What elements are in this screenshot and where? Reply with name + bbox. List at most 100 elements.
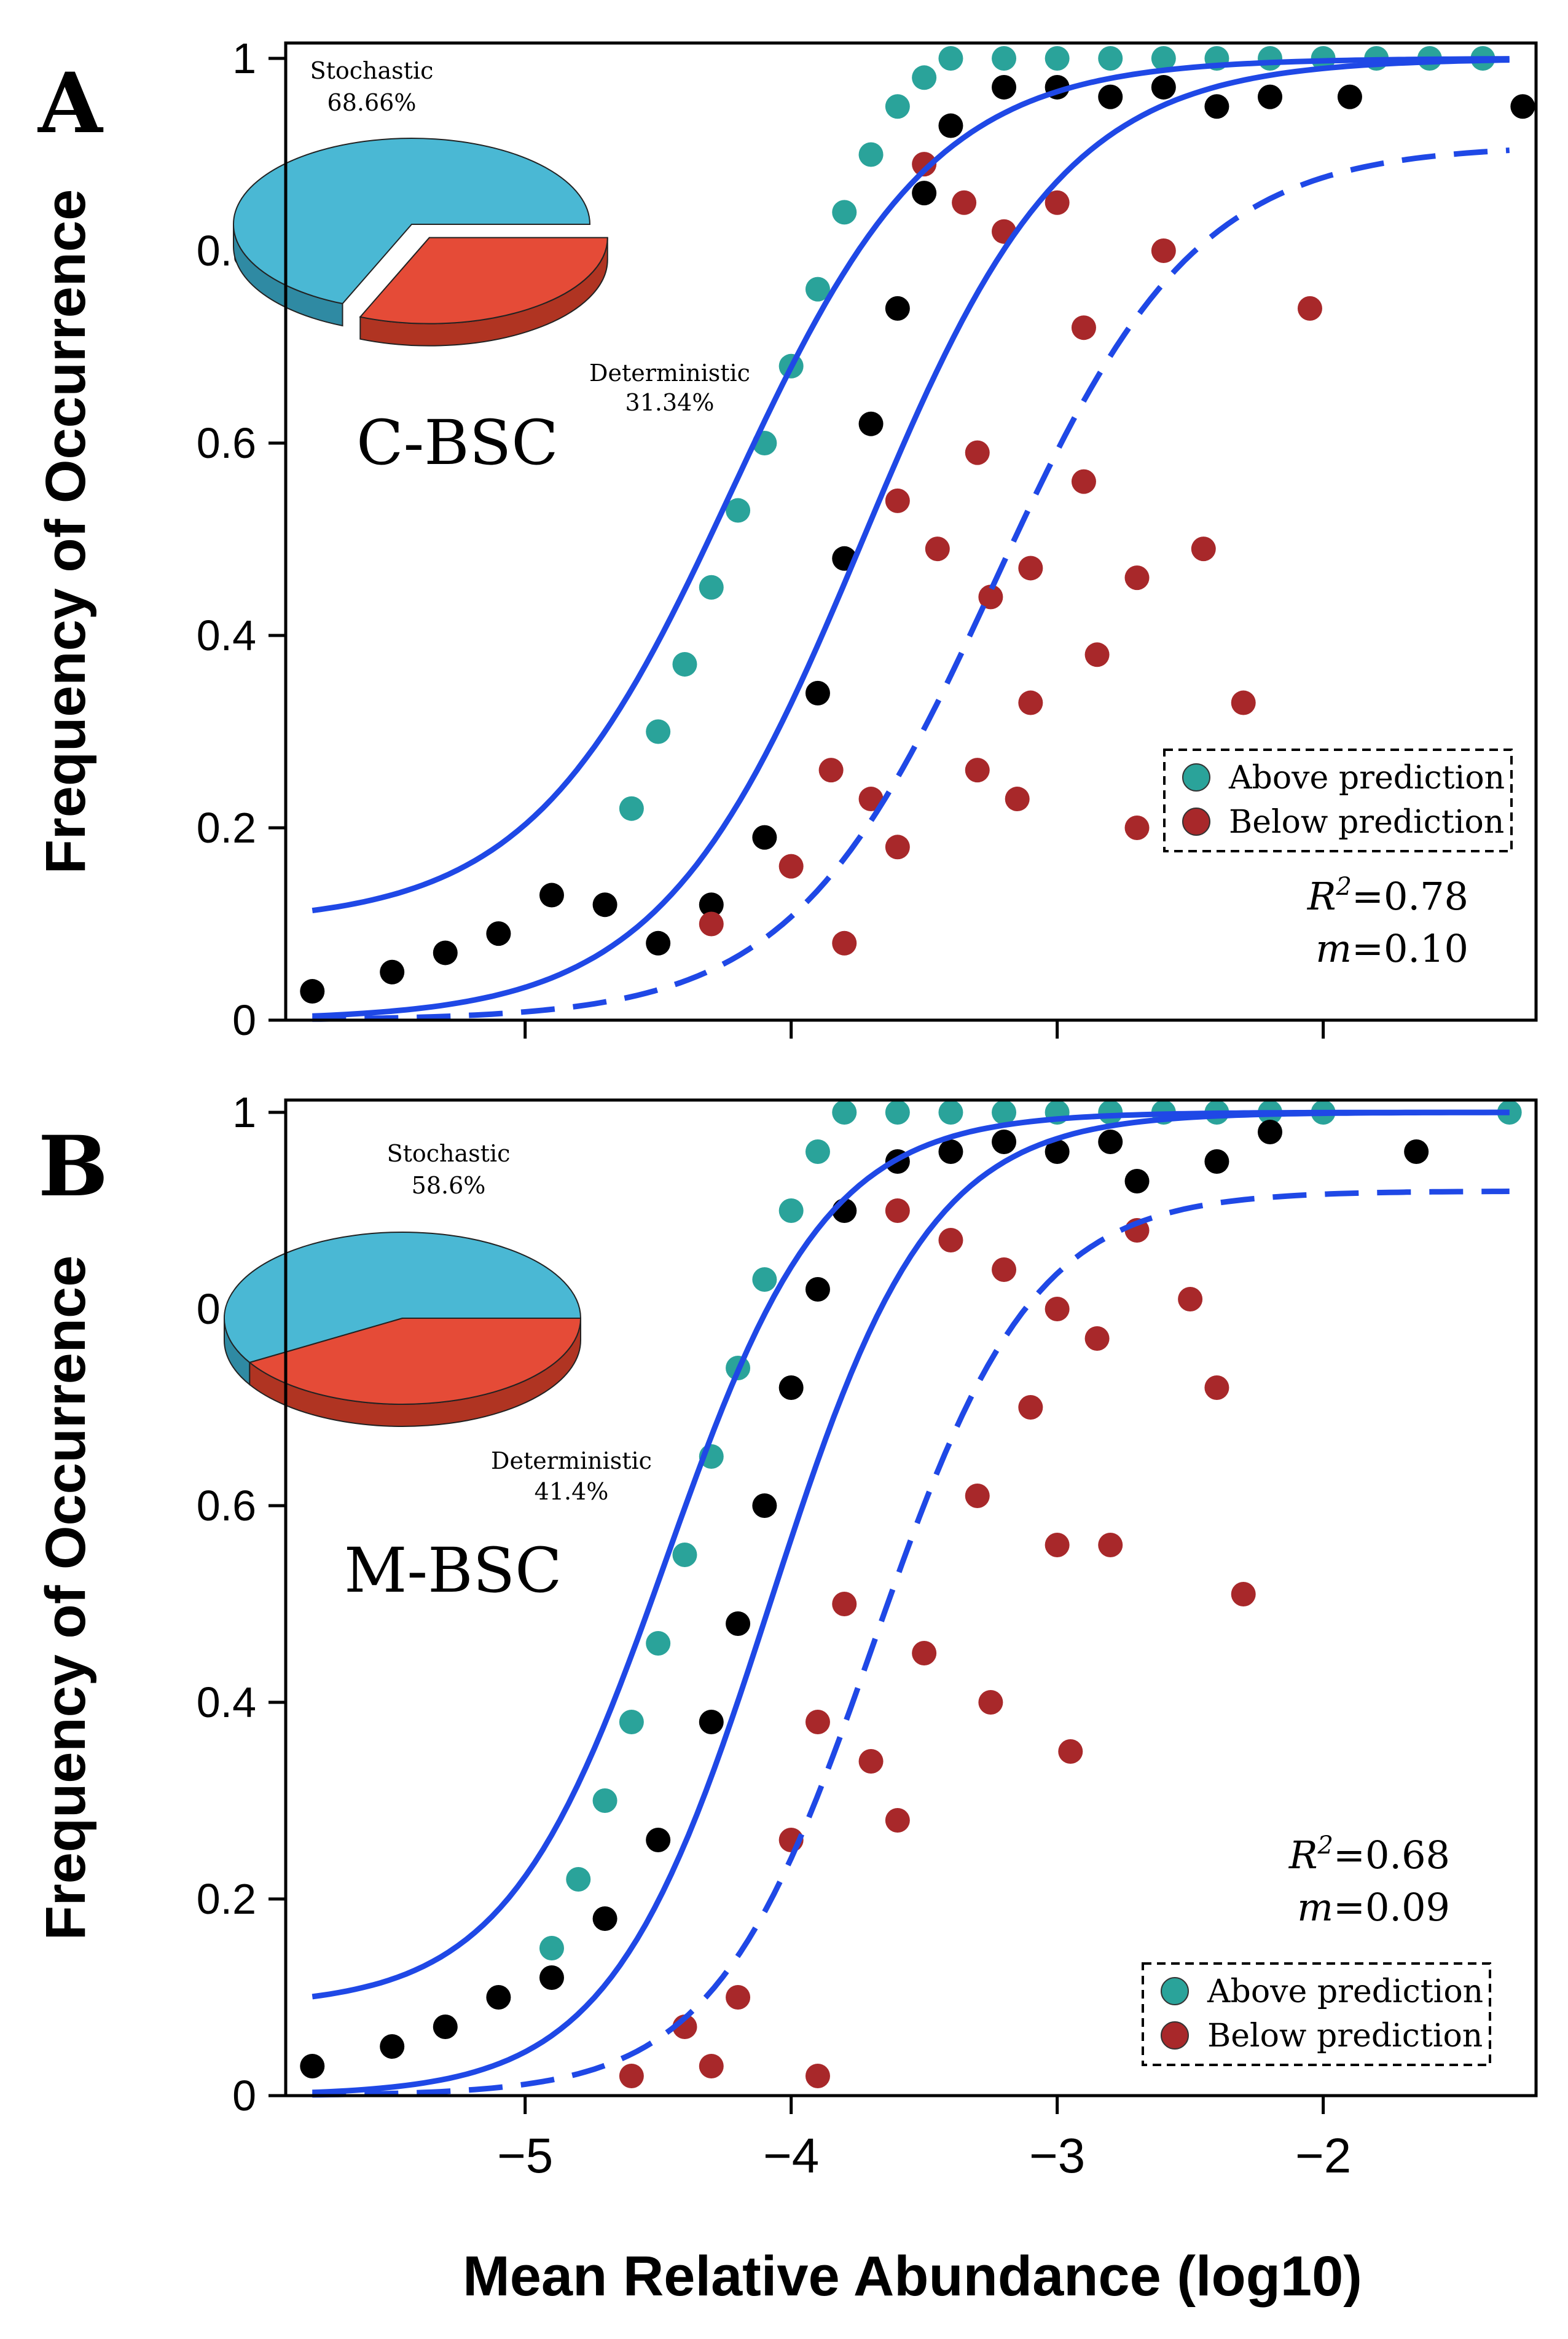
x-tick-label: −4 <box>763 2128 819 2183</box>
data-point <box>433 2015 458 2039</box>
data-point <box>1337 84 1362 109</box>
pie-stochastic-slice <box>233 138 591 305</box>
data-point <box>938 1100 963 1125</box>
data-point <box>978 584 1003 610</box>
sample-label: C-BSC <box>356 407 559 479</box>
neutral-fit-curves <box>312 56 1510 1022</box>
legend-marker-above <box>1161 1977 1189 2005</box>
fit-curve <box>312 57 1510 1019</box>
r-squared-text: R2=0.78 <box>1307 873 1468 919</box>
data-point <box>885 835 910 860</box>
migration-rate-text: m=0.09 <box>1297 1885 1450 1930</box>
data-point <box>699 1710 724 1734</box>
neutral-points <box>300 74 1535 1004</box>
data-point <box>619 2064 644 2088</box>
data-point <box>805 277 830 302</box>
data-point <box>539 1965 564 1990</box>
legend-marker-above <box>1182 763 1210 792</box>
data-point <box>832 1100 857 1125</box>
data-point <box>1045 1533 1070 1557</box>
data-point <box>752 1493 777 1518</box>
y-tick-label: 0.4 <box>197 611 256 659</box>
data-point <box>752 825 777 850</box>
pie-slice-label: Deterministic <box>589 360 750 387</box>
data-point <box>832 200 857 225</box>
pie-slice-value: 41.4% <box>535 1478 609 1505</box>
data-point <box>952 190 977 215</box>
data-point <box>752 1267 777 1292</box>
data-point <box>938 46 963 71</box>
data-point <box>885 1100 910 1125</box>
fit-statistics: R2=0.68 m=0.09 <box>1288 1831 1450 1930</box>
legend: Above prediction Below prediction <box>1163 749 1513 852</box>
upper-confidence-curve <box>312 1109 1510 2000</box>
data-point <box>805 1139 830 1164</box>
data-point <box>885 488 910 513</box>
neutral-points <box>300 1120 1429 2078</box>
x-ticks: −5 −4 −3 −2 <box>497 2096 1351 2183</box>
data-point <box>699 911 724 937</box>
pie-stochastic-slice <box>224 1232 582 1364</box>
legend-marker-below <box>1161 2021 1189 2050</box>
data-point <box>1045 46 1070 71</box>
data-point <box>1231 690 1256 715</box>
y-tick-label: 1 <box>232 1088 256 1136</box>
data-point <box>778 1375 804 1400</box>
pie-slice-value: 58.6% <box>412 1172 486 1199</box>
data-point <box>1258 1120 1283 1144</box>
data-point <box>1151 74 1176 100</box>
data-point <box>1058 1739 1083 1764</box>
data-point <box>726 1611 751 1636</box>
legend-marker-below <box>1182 808 1210 836</box>
data-point <box>592 892 617 918</box>
data-point <box>1124 1169 1150 1193</box>
data-point <box>1404 1139 1429 1164</box>
data-point <box>726 498 751 523</box>
data-point <box>646 1828 671 1852</box>
data-point <box>1098 1533 1123 1557</box>
data-point <box>1151 46 1176 71</box>
data-point <box>619 796 644 821</box>
legend: Above prediction Below prediction <box>1142 1962 1491 2066</box>
data-point <box>646 719 671 744</box>
x-tick-label: −5 <box>497 2128 553 2183</box>
r-squared-text: R2=0.68 <box>1288 1831 1450 1877</box>
pie-slice-label: Stochastic <box>387 1140 511 1167</box>
data-point <box>1084 642 1110 667</box>
y-axis-label-b: Frequency of Occurrence <box>34 1256 97 1941</box>
data-point <box>1071 469 1096 494</box>
y-tick-label: 0.6 <box>197 419 256 467</box>
data-point <box>672 1543 697 1567</box>
data-point <box>433 940 458 965</box>
data-point <box>885 1808 910 1833</box>
panel-a: 00.20.40.60.81 A C-BSC Stochastic68.66%D… <box>37 34 1538 1044</box>
data-point <box>1124 565 1150 591</box>
data-point <box>646 1631 671 1656</box>
panel-letter: A <box>37 54 104 152</box>
data-point <box>1297 296 1322 321</box>
migration-rate-text: m=0.10 <box>1315 926 1468 971</box>
data-point <box>858 411 884 436</box>
data-point <box>805 1710 830 1734</box>
data-point <box>699 2054 724 2078</box>
data-point <box>992 1257 1017 1282</box>
pie-chart: Stochastic 58.6% Deterministic 41.4% <box>224 1140 652 1505</box>
data-point <box>832 1592 857 1616</box>
neutral-fit-curves <box>312 1109 1510 2098</box>
data-point <box>885 94 910 119</box>
data-point <box>885 1198 910 1223</box>
data-point <box>699 892 724 918</box>
data-point <box>1045 190 1070 215</box>
data-point <box>1098 1130 1123 1154</box>
data-point <box>1497 1100 1522 1125</box>
data-point <box>646 930 671 956</box>
data-point <box>938 1228 963 1252</box>
data-point <box>1258 84 1283 109</box>
data-point <box>858 1749 884 1774</box>
x-axis-label: Mean Relative Abundance (log10) <box>463 2245 1362 2308</box>
data-point <box>832 930 857 956</box>
data-point <box>699 575 724 600</box>
data-point <box>1151 238 1176 263</box>
